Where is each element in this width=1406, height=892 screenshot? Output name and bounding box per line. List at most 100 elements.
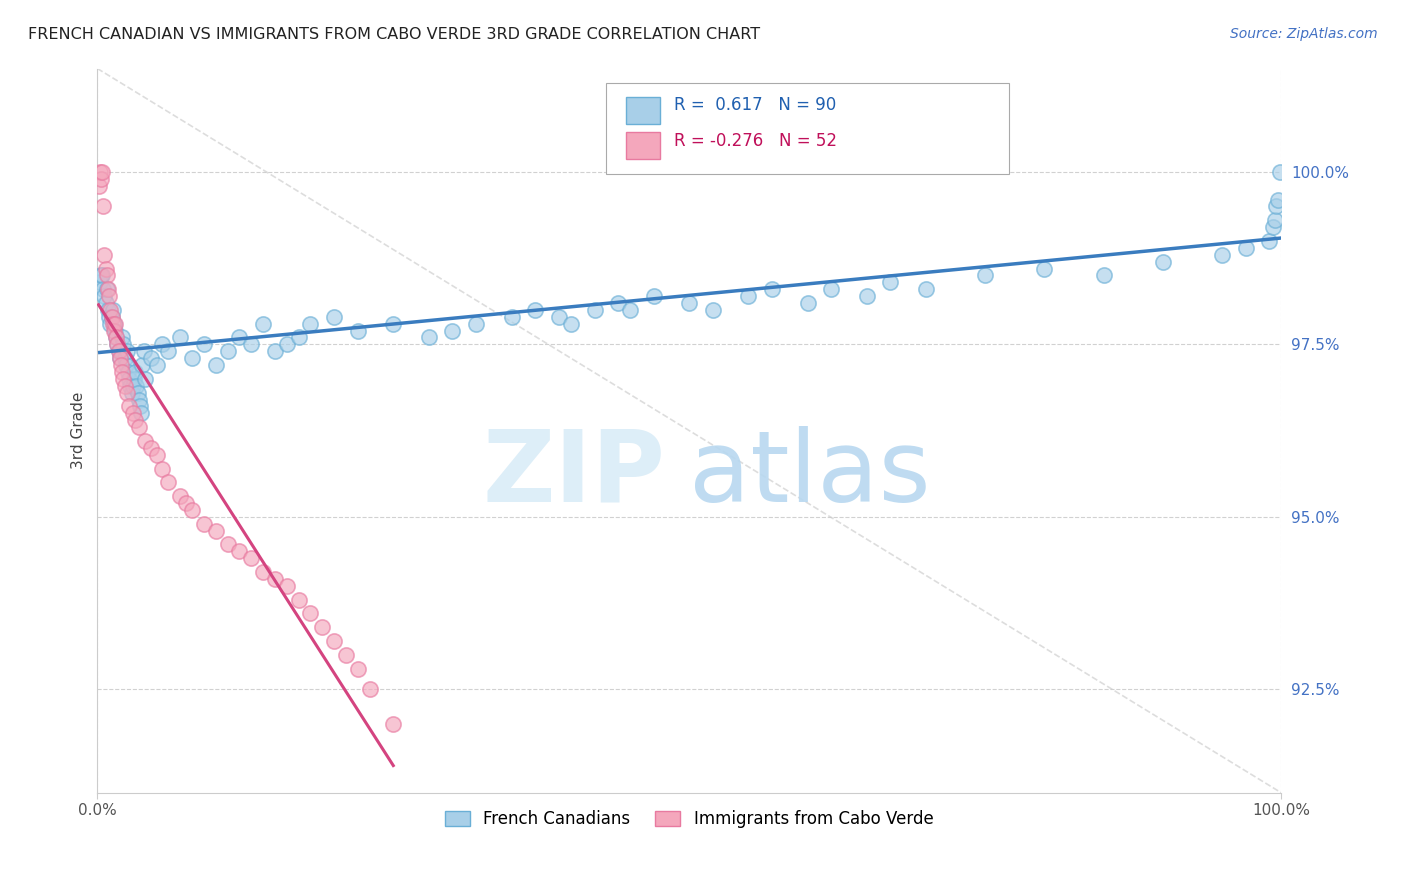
Point (169, 489, 191, 503)
Point (152, 337, 174, 351)
Point (100, 310, 122, 324)
Point (94, 296, 117, 310)
Point (465, 317, 488, 331)
Point (855, 289, 877, 303)
Point (228, 330, 250, 344)
Point (1264, 213, 1286, 227)
Point (128, 392, 150, 407)
Point (240, 337, 263, 351)
Point (108, 351, 131, 366)
Point (94, 261, 117, 276)
Point (524, 302, 547, 317)
Point (287, 330, 309, 344)
Point (124, 365, 146, 379)
Point (643, 289, 665, 303)
Text: R = -0.276   N = 52: R = -0.276 N = 52 (673, 132, 837, 150)
Point (127, 385, 149, 400)
Point (1267, 193, 1289, 207)
Point (91, 282, 114, 296)
Point (114, 378, 136, 392)
Point (252, 317, 274, 331)
Point (737, 289, 759, 303)
Point (107, 337, 129, 351)
Point (96, 282, 118, 296)
Point (107, 344, 129, 359)
Point (181, 503, 204, 517)
Point (98, 289, 121, 303)
Point (174, 496, 197, 510)
Point (1234, 241, 1257, 255)
Point (1268, 165, 1291, 179)
Point (276, 579, 298, 593)
Point (346, 324, 368, 338)
Point (100, 302, 122, 317)
Point (118, 400, 141, 414)
Point (820, 282, 842, 296)
Point (181, 351, 204, 366)
Point (100, 317, 122, 331)
Point (1265, 199, 1288, 213)
Point (115, 385, 138, 400)
Point (93, 248, 115, 262)
Point (1033, 261, 1056, 276)
Point (193, 337, 215, 351)
Point (1152, 254, 1174, 268)
Legend: French Canadians, Immigrants from Cabo Verde: French Canadians, Immigrants from Cabo V… (439, 804, 941, 835)
Bar (627, 131, 659, 159)
Point (382, 317, 405, 331)
Point (111, 365, 134, 379)
Point (796, 296, 818, 310)
Point (90, 172, 112, 186)
Point (134, 372, 156, 386)
Text: R =  0.617   N = 90: R = 0.617 N = 90 (673, 95, 837, 113)
Point (1092, 268, 1115, 283)
Point (619, 302, 641, 317)
Y-axis label: 3rd Grade: 3rd Grade (72, 392, 86, 469)
Point (583, 302, 606, 317)
Point (193, 516, 215, 531)
Point (323, 634, 346, 648)
Point (117, 365, 139, 379)
Point (104, 317, 127, 331)
Point (128, 420, 150, 434)
Point (134, 434, 156, 448)
Point (152, 461, 174, 475)
Point (98, 310, 121, 324)
Point (101, 302, 124, 317)
Point (548, 310, 571, 324)
Point (121, 378, 143, 392)
Point (129, 406, 152, 420)
Text: Source: ZipAtlas.com: Source: ZipAtlas.com (1230, 27, 1378, 41)
Point (112, 372, 135, 386)
FancyBboxPatch shape (606, 83, 1010, 174)
Point (110, 358, 132, 372)
Point (114, 358, 136, 372)
Point (879, 275, 901, 289)
Point (335, 648, 357, 662)
Point (89, 275, 111, 289)
Text: ZIP: ZIP (482, 425, 665, 523)
Point (974, 268, 997, 283)
Point (89, 165, 111, 179)
Point (103, 324, 125, 338)
Point (276, 337, 298, 351)
Text: atlas: atlas (689, 425, 931, 523)
Point (323, 310, 346, 324)
Point (103, 317, 125, 331)
Point (118, 372, 141, 386)
Point (346, 661, 368, 675)
Point (93, 289, 115, 303)
Point (107, 344, 129, 359)
Point (90, 268, 112, 283)
Point (702, 302, 724, 317)
Point (115, 344, 138, 359)
Point (501, 310, 523, 324)
Point (107, 337, 129, 351)
Point (382, 716, 405, 731)
Point (91, 199, 114, 213)
Point (111, 330, 134, 344)
Point (157, 344, 180, 359)
Point (157, 475, 180, 490)
Point (1261, 220, 1284, 235)
Point (100, 310, 122, 324)
